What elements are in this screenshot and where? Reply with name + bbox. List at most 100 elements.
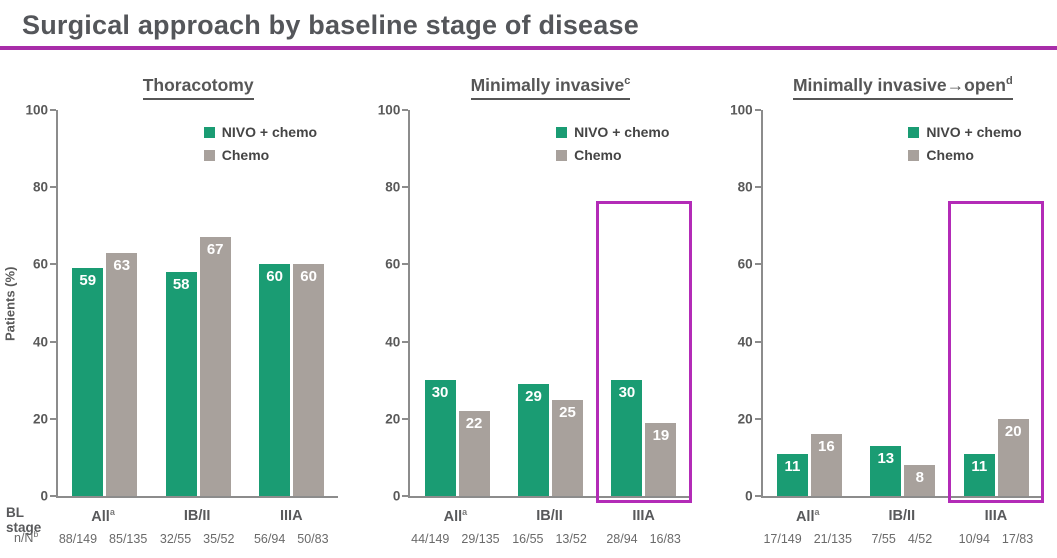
bar-value-label: 29 <box>525 388 542 406</box>
legend-item-nivo-chemo: NIVO + chemo <box>908 124 1022 140</box>
x-label-cell: IIIA <box>244 505 338 527</box>
legend: NIVO + chemo Chemo <box>908 124 1022 163</box>
page-title: Surgical approach by baseline stage of d… <box>22 10 639 40</box>
bar-nivo-chemo-iiia: 11 <box>963 453 995 496</box>
legend-swatch <box>556 126 568 138</box>
y-tick-label: 0 <box>392 488 401 504</box>
y-tick-mark <box>754 263 761 266</box>
category-superscript: a <box>462 507 468 518</box>
chart-title-text: Minimally invasivec <box>470 75 631 100</box>
y-tick-label: 20 <box>737 411 753 427</box>
legend-label: NIVO + chemo <box>926 124 1022 140</box>
bar-value-label: 58 <box>172 276 190 294</box>
n-over-n-pair: 16/55 13/52 <box>512 532 587 546</box>
y-tick-mark <box>402 263 409 266</box>
n-over-n-value: 21/135 <box>813 532 852 546</box>
n-over-n-value: 4/52 <box>907 532 933 546</box>
n-over-n-value: 16/83 <box>649 532 681 546</box>
legend-swatch <box>556 149 568 161</box>
y-tick-mark <box>50 186 56 189</box>
y-tick-mark <box>754 417 761 420</box>
x-row-gutter: BL stage <box>0 505 56 535</box>
legend-label: NIVO + chemo <box>574 124 670 140</box>
y-tick-label: 40 <box>32 334 48 350</box>
bar-nivo-chemo-ib-ii: 58 <box>165 272 197 496</box>
y-tick-label: 40 <box>385 334 401 350</box>
bar-chemo-all: 16 <box>810 434 842 496</box>
n-over-n-value: 32/55 <box>159 532 192 546</box>
n-over-n-value: 13/52 <box>555 532 587 546</box>
y-tick-label: 100 <box>730 102 753 118</box>
n-over-n-value: 28/94 <box>606 532 638 546</box>
y-tick-mark <box>402 109 409 111</box>
bar-value-label: 19 <box>652 426 670 444</box>
bar-group-all: 11 16 <box>763 110 856 496</box>
chart-panel-minimally-invasive-open: Minimally invasive→opend 0 20 40 60 80 100 11 16… <box>705 58 1057 549</box>
n-over-n-pair: 17/149 21/135 <box>763 532 851 546</box>
n-over-n-cells: 17/149 21/135 7/55 4/52 10/94 17/83 <box>761 529 1043 549</box>
y-tick-mark <box>754 495 761 497</box>
category-label-all: Alla <box>795 507 820 525</box>
chart-title-text: Minimally invasive→opend <box>792 75 1013 100</box>
y-axis-gutter <box>352 110 408 498</box>
n-over-n-cell-iiia: 56/94 50/83 <box>244 529 338 549</box>
highlight-box <box>948 200 1045 503</box>
y-tick-mark <box>754 186 761 189</box>
x-label-row: Alla IB/II IIIA <box>352 505 704 527</box>
bar-nivo-chemo-ib-ii: 29 <box>517 384 549 496</box>
y-tick-mark <box>50 263 56 266</box>
bar-chemo-iiia: 20 <box>997 418 1029 496</box>
x-label-row: Alla IB/II IIIA <box>705 505 1057 527</box>
bar-value-label: 30 <box>618 384 636 402</box>
bar-nivo-chemo-all: 11 <box>776 453 808 496</box>
bar-chemo-iiia: 19 <box>645 422 677 496</box>
y-tick-mark <box>402 340 409 343</box>
highlight-box <box>595 200 692 503</box>
category-label-iiia: IIIA <box>984 508 1008 524</box>
n-over-n-row: n/Nb 88/149 85/135 32/55 35/52 56/94 50/83 <box>0 529 352 549</box>
bar-groups: 59 63 58 67 60 60 <box>58 110 338 496</box>
y-tick-label: 100 <box>377 102 401 118</box>
n-over-n-value: 44/149 <box>411 532 450 546</box>
bar-value-label: 8 <box>915 469 924 487</box>
bar-group-iiia: 30 19 <box>597 110 690 496</box>
legend-item-chemo: Chemo <box>908 147 1021 163</box>
y-tick-label: 100 <box>25 102 48 118</box>
y-tick-label: 60 <box>385 256 401 272</box>
chart-panel-minimally-invasive: Minimally invasivec 0 20 40 60 80 100 30 22 29 25 3… <box>352 58 704 549</box>
bar-chemo-all: 63 <box>106 252 138 496</box>
chart-title-superscript: c <box>624 75 631 88</box>
n-over-n-cell-all: 44/149 29/135 <box>408 529 502 549</box>
category-label-iiia: IIIA <box>632 508 655 524</box>
n-over-n-pair: 88/149 85/135 <box>59 532 147 546</box>
bar-value-label: 60 <box>300 268 317 286</box>
legend-item-chemo: Chemo <box>203 147 317 163</box>
bar-value-label: 22 <box>465 415 483 433</box>
x-label-cell: Alla <box>408 505 502 527</box>
y-axis-gutter: Patients (%) <box>0 110 56 498</box>
n-over-n-value: 29/135 <box>461 532 500 546</box>
category-label-iiia: IIIA <box>279 508 303 524</box>
y-tick-label: 0 <box>40 488 48 504</box>
legend: NIVO + chemo Chemo <box>556 124 669 163</box>
y-tick-label: 80 <box>32 179 48 195</box>
y-axis-gutter <box>705 110 761 498</box>
y-tick-label: 80 <box>737 179 753 195</box>
y-tick-mark <box>50 109 56 111</box>
title-rule <box>0 46 1057 50</box>
n-over-n-pair: 44/149 29/135 <box>411 532 499 546</box>
y-tick-mark <box>402 186 409 189</box>
n-over-n-value: 16/55 <box>512 532 544 546</box>
x-label-cell: Alla <box>761 505 855 527</box>
bar-group-all: 59 63 <box>58 110 151 496</box>
n-over-n-pair: 32/55 35/52 <box>160 532 235 546</box>
y-axis-label: Patients (%) <box>2 266 18 342</box>
bar-chemo-iiia: 60 <box>293 264 325 496</box>
n-over-n-value: 17/149 <box>763 532 802 546</box>
n-over-n-label: n/Nb <box>14 529 39 546</box>
n-over-n-value: 50/83 <box>297 532 329 546</box>
chart-title: Minimally invasive→opend <box>749 70 1057 100</box>
y-tick-label: 40 <box>737 334 753 350</box>
category-superscript: a <box>109 507 115 518</box>
bar-group-ib-ii: 29 25 <box>504 110 597 496</box>
